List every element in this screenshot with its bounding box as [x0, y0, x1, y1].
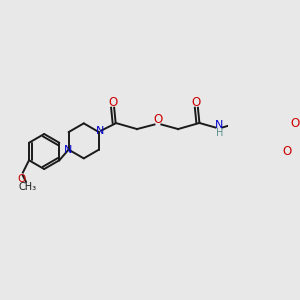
Text: CH₃: CH₃: [18, 182, 37, 192]
Text: N: N: [215, 120, 224, 130]
Text: O: O: [192, 96, 201, 109]
Text: O: O: [282, 146, 292, 158]
Text: N: N: [64, 146, 72, 155]
Text: H: H: [215, 128, 223, 138]
Text: O: O: [154, 113, 163, 126]
Text: O: O: [108, 96, 117, 109]
Text: O: O: [17, 174, 26, 184]
Text: N: N: [95, 126, 104, 136]
Text: O: O: [291, 117, 300, 130]
